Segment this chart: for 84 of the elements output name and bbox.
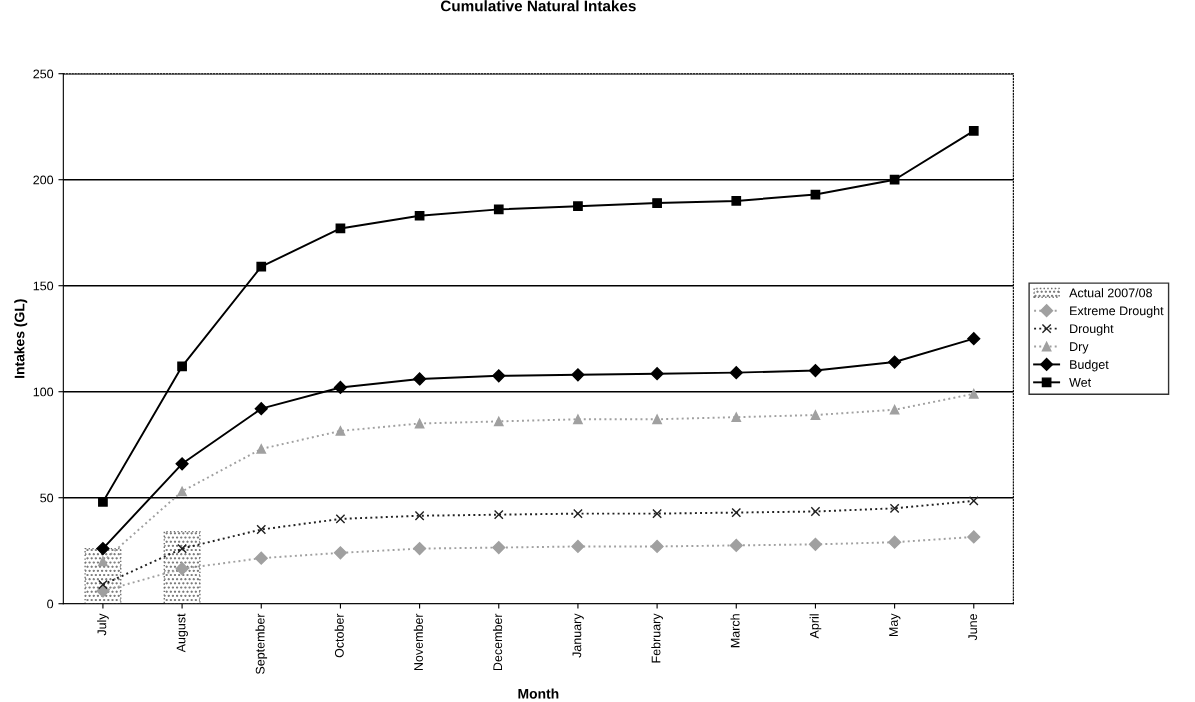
- point: [335, 426, 346, 436]
- point: [573, 414, 583, 425]
- point: [493, 416, 504, 427]
- point: [652, 198, 662, 208]
- point: [98, 579, 108, 590]
- point: [967, 332, 981, 346]
- legend-label: Dry: [1070, 342, 1089, 354]
- point: [256, 261, 267, 272]
- x-axis-title: Month: [518, 688, 559, 699]
- x-tick-label: September: [255, 613, 268, 675]
- legend-label: Drought: [1070, 323, 1114, 336]
- point: [177, 486, 187, 497]
- x-tick-label: February: [651, 613, 663, 663]
- point: [98, 497, 108, 507]
- x-tick-label: November: [413, 613, 423, 671]
- point: [493, 509, 504, 520]
- point: [889, 174, 900, 185]
- point: [492, 369, 506, 383]
- point: [573, 508, 583, 519]
- point: [492, 540, 506, 555]
- y-tick-label: 200: [33, 175, 54, 185]
- point: [967, 530, 981, 544]
- y-tick-label: 250: [33, 69, 54, 79]
- y-tick-label: 50: [40, 493, 54, 503]
- point: [414, 210, 425, 221]
- x-tick-label: October: [334, 613, 344, 658]
- point: [96, 542, 110, 556]
- point: [810, 410, 821, 420]
- point: [889, 503, 900, 514]
- point: [98, 556, 108, 567]
- x-tick-label: May: [889, 613, 901, 637]
- x-tick-label: August: [176, 613, 188, 653]
- point: [254, 402, 268, 416]
- y-tick-label: 0: [47, 599, 54, 609]
- point: [414, 418, 425, 429]
- x-tick-label: January: [572, 613, 584, 658]
- chart-title: Cumulative Natural Intakes: [440, 0, 636, 12]
- point: [731, 196, 742, 206]
- point: [650, 539, 664, 554]
- y-tick-label: 150: [33, 281, 54, 291]
- point: [333, 546, 348, 560]
- point: [413, 542, 427, 556]
- point: [889, 404, 900, 415]
- x-tick-label: July: [97, 613, 109, 636]
- point: [256, 444, 267, 454]
- x-tick-label: December: [492, 613, 503, 671]
- point: [731, 507, 742, 518]
- point: [652, 414, 662, 425]
- point: [413, 372, 427, 386]
- point: [729, 538, 743, 553]
- point: [175, 457, 189, 471]
- point: [573, 201, 583, 212]
- point: [731, 412, 742, 423]
- x-tick-label: March: [730, 614, 740, 648]
- x-tick-label: April: [809, 614, 822, 639]
- point: [888, 535, 902, 549]
- point: [414, 510, 425, 521]
- point: [571, 368, 585, 382]
- point: [256, 524, 267, 535]
- legend-label: Budget: [1070, 359, 1109, 372]
- legend-label: Extreme Drought: [1070, 306, 1164, 318]
- point: [335, 514, 346, 524]
- y-tick-label: 100: [33, 387, 54, 397]
- x-tick-label: June: [968, 614, 978, 641]
- point: [968, 388, 979, 399]
- point: [968, 126, 979, 136]
- point: [254, 551, 268, 565]
- point: [652, 508, 662, 519]
- point: [888, 355, 902, 369]
- point: [177, 361, 187, 372]
- point: [175, 562, 189, 576]
- legend-label: Actual 2007/08: [1069, 288, 1152, 298]
- point: [177, 543, 187, 554]
- point: [493, 204, 504, 215]
- point: [810, 506, 821, 517]
- point: [333, 380, 348, 395]
- point: [650, 367, 664, 381]
- point: [571, 539, 585, 554]
- y-axis-title: Intakes (GL): [14, 299, 28, 378]
- point: [808, 363, 823, 378]
- point: [729, 366, 743, 380]
- legend-label: Wet: [1069, 378, 1092, 387]
- point: [968, 496, 979, 506]
- point: [808, 537, 823, 551]
